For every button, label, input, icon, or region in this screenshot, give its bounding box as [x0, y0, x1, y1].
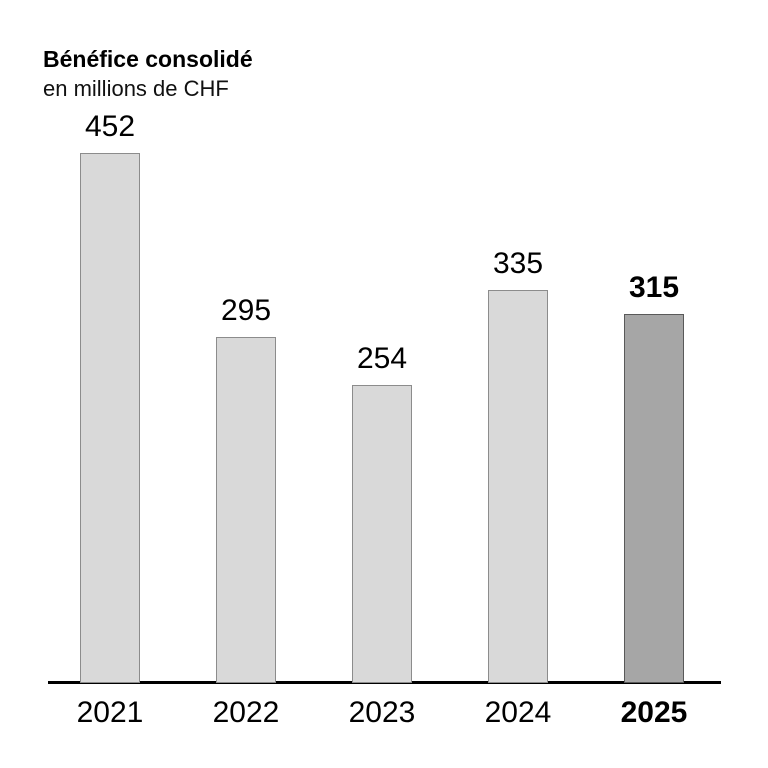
chart-title: Bénéfice consolidé — [43, 46, 253, 72]
x-axis-label: 2022 — [212, 696, 280, 729]
bar-2023 — [352, 385, 412, 683]
bar-value-label: 295 — [220, 294, 272, 327]
chart-subtitle: en millions de CHF — [43, 76, 229, 101]
bar-value-label: 452 — [84, 110, 136, 143]
bar-2022 — [216, 337, 276, 683]
x-axis-label: 2024 — [484, 696, 552, 729]
bar-value-label: 335 — [492, 247, 544, 280]
bar-2021 — [80, 153, 140, 683]
x-axis-label: 2025 — [620, 696, 688, 729]
x-axis-label: 2021 — [76, 696, 144, 729]
chart-header: Bénéfice consolidé en millions de CHF — [43, 44, 253, 104]
bar-value-label: 254 — [356, 342, 408, 375]
bar-2025 — [624, 314, 684, 683]
bar-value-label: 315 — [628, 271, 680, 304]
x-axis-label: 2023 — [348, 696, 416, 729]
bar-2024 — [488, 290, 548, 683]
